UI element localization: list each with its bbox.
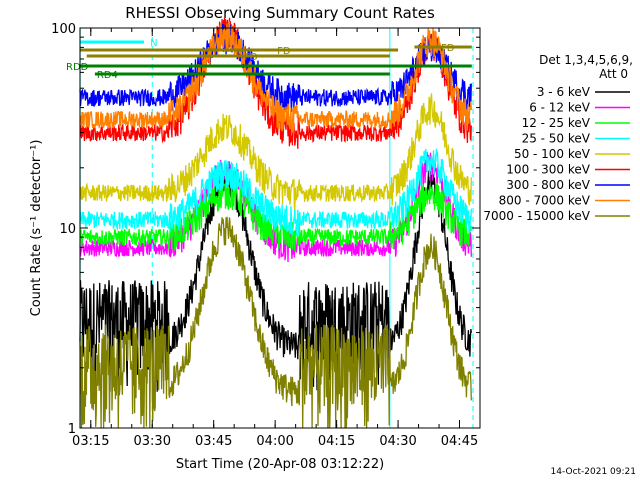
legend-entry-label: 3 - 6 keV bbox=[537, 85, 591, 99]
flag-label: N bbox=[150, 38, 157, 49]
x-tick-label: 04:15 bbox=[318, 434, 355, 449]
x-tick-label: 03:30 bbox=[134, 434, 171, 449]
x-axis: 03:15 03:30 03:45 04:00 04:15 04:30 04:45 bbox=[72, 28, 481, 449]
legend-entry-label: 12 - 25 keV bbox=[522, 116, 591, 130]
y-tick-label: 1 bbox=[68, 422, 76, 437]
series-line-1 bbox=[79, 163, 472, 393]
y-tick-label: 10 bbox=[59, 222, 76, 237]
legend-entry-label: 7000 - 15000 keV bbox=[483, 209, 590, 223]
legend: Det 1,3,4,5,6,9, Att 0 3 - 6 keV 6 - 12 k… bbox=[483, 53, 633, 223]
legend-entry-label: 25 - 50 keV bbox=[522, 132, 591, 146]
legend-entry-label: 100 - 300 keV bbox=[506, 163, 590, 177]
legend-entry-label: 300 - 800 keV bbox=[506, 178, 590, 192]
series-line-3 bbox=[79, 178, 472, 252]
series-line-8 bbox=[79, 20, 472, 136]
x-tick-label: 03:15 bbox=[72, 434, 109, 449]
series-line-4 bbox=[79, 148, 472, 236]
y-axis-label: Count Rate (s⁻¹ detector⁻¹) bbox=[29, 140, 44, 317]
legend-entry-label: 6 - 12 keV bbox=[529, 101, 591, 115]
legend-entry-label: 50 - 100 keV bbox=[514, 147, 591, 161]
chart-title: RHESSI Observing Summary Count Rates bbox=[125, 4, 435, 22]
x-tick-label: 04:30 bbox=[379, 434, 416, 449]
legend-header-line-2: Att 0 bbox=[599, 67, 628, 81]
footer-timestamp: 14-Oct-2021 09:21 bbox=[551, 467, 636, 477]
flag-label: FD bbox=[277, 46, 291, 57]
flag-label: FD bbox=[441, 43, 455, 54]
flag-label: FD bbox=[244, 52, 258, 63]
legend-header-line-1: Det 1,3,4,5,6,9, bbox=[539, 53, 633, 67]
x-tick-label: 03:45 bbox=[195, 434, 232, 449]
flag-label: RD4 bbox=[97, 70, 118, 81]
y-axis: 1 10 100 bbox=[51, 22, 480, 437]
flag-label-rdd: RDD bbox=[66, 62, 89, 73]
plot-area: N FD FD FD RD4 RDD bbox=[66, 17, 474, 429]
series-line-5 bbox=[79, 93, 472, 210]
x-tick-label: 04:00 bbox=[256, 434, 293, 449]
x-tick-label: 04:45 bbox=[441, 434, 478, 449]
x-axis-label: Start Time (20-Apr-08 03:12:22) bbox=[176, 457, 384, 472]
legend-entry-label: 800 - 7000 keV bbox=[499, 194, 591, 208]
series-line-7 bbox=[79, 23, 472, 113]
series-line-9 bbox=[79, 216, 472, 429]
y-tick-label: 100 bbox=[51, 22, 76, 37]
